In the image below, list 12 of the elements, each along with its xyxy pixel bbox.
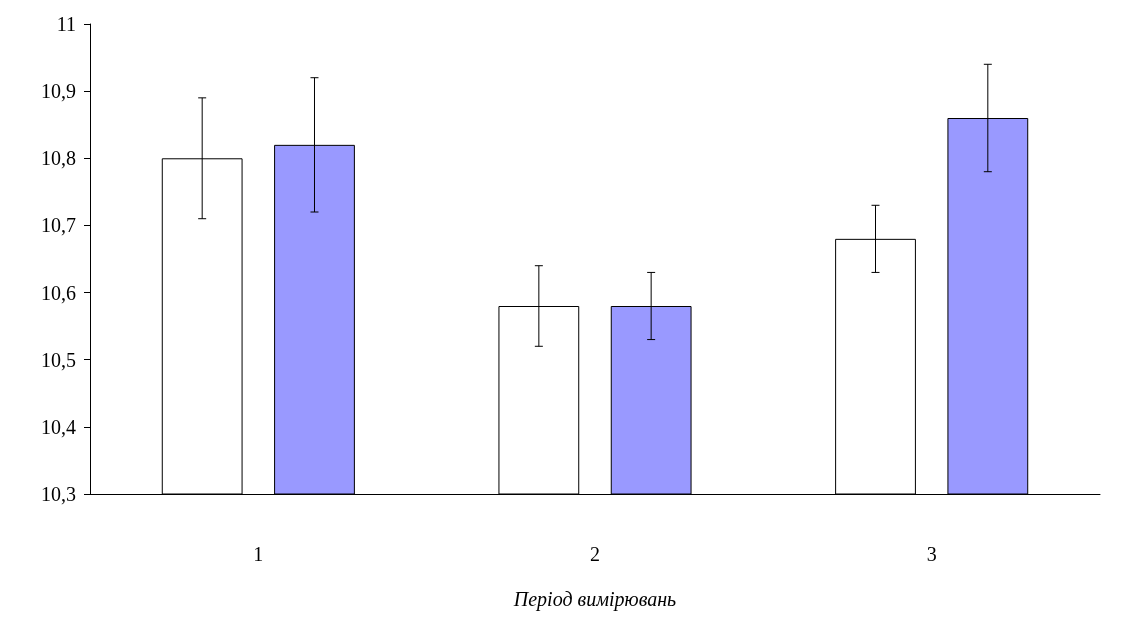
x-tick-label: 2 xyxy=(590,543,600,565)
y-tick-label: 11 xyxy=(56,13,76,35)
y-tick-label: 10,5 xyxy=(41,348,76,371)
y-tick-label: 10,7 xyxy=(41,214,76,237)
y-tick-label: 10,9 xyxy=(41,80,76,103)
x-axis-title: Період вимірювань xyxy=(512,588,677,611)
y-tick-label: 10,6 xyxy=(41,281,76,304)
y-tick-label: 10,4 xyxy=(41,415,76,438)
x-tick-label: 3 xyxy=(926,543,937,565)
y-tick-label: 10,3 xyxy=(41,483,76,505)
x-tick-label: 1 xyxy=(253,543,264,565)
y-tick-label: 10,8 xyxy=(41,147,76,170)
